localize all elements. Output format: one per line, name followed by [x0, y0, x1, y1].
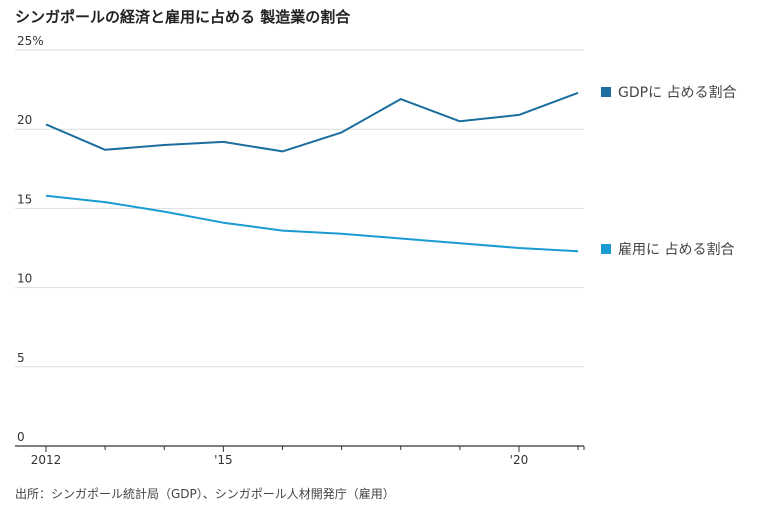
y-tick-label-25: 25% [17, 34, 44, 48]
x-tick-label-2015: '15 [214, 453, 233, 467]
x-tick-label-2020: '20 [510, 453, 529, 467]
y-tick-label-15: 15 [17, 192, 32, 206]
y-axis-ticks: 0 5 10 15 20 25% [17, 34, 44, 444]
legend-label-0: GDPに 占める割合 [618, 84, 737, 101]
series-lines [45, 91, 579, 253]
y-tick-label-10: 10 [17, 272, 32, 286]
legend-swatch-1 [601, 244, 611, 254]
legend-swatch-0 [601, 87, 611, 97]
source-note: 出所：シンガポール統計局（GDP）、シンガポール人材開発庁（雇用） [15, 487, 395, 501]
legend-label-1: 雇用に 占める割合 [618, 241, 734, 258]
y-tick-label-0: 0 [17, 430, 25, 444]
x-tick-label-2012: 2012 [31, 453, 62, 467]
gridlines [15, 49, 584, 368]
y-tick-label-20: 20 [17, 113, 32, 127]
series-line-1 [45, 194, 579, 253]
x-axis: 2012 '15 '20 [15, 445, 585, 467]
y-tick-label-5: 5 [17, 351, 25, 365]
series-line-0 [45, 91, 579, 153]
chart-title: シンガポールの経済と雇用に占める 製造業の割合 [15, 8, 351, 26]
